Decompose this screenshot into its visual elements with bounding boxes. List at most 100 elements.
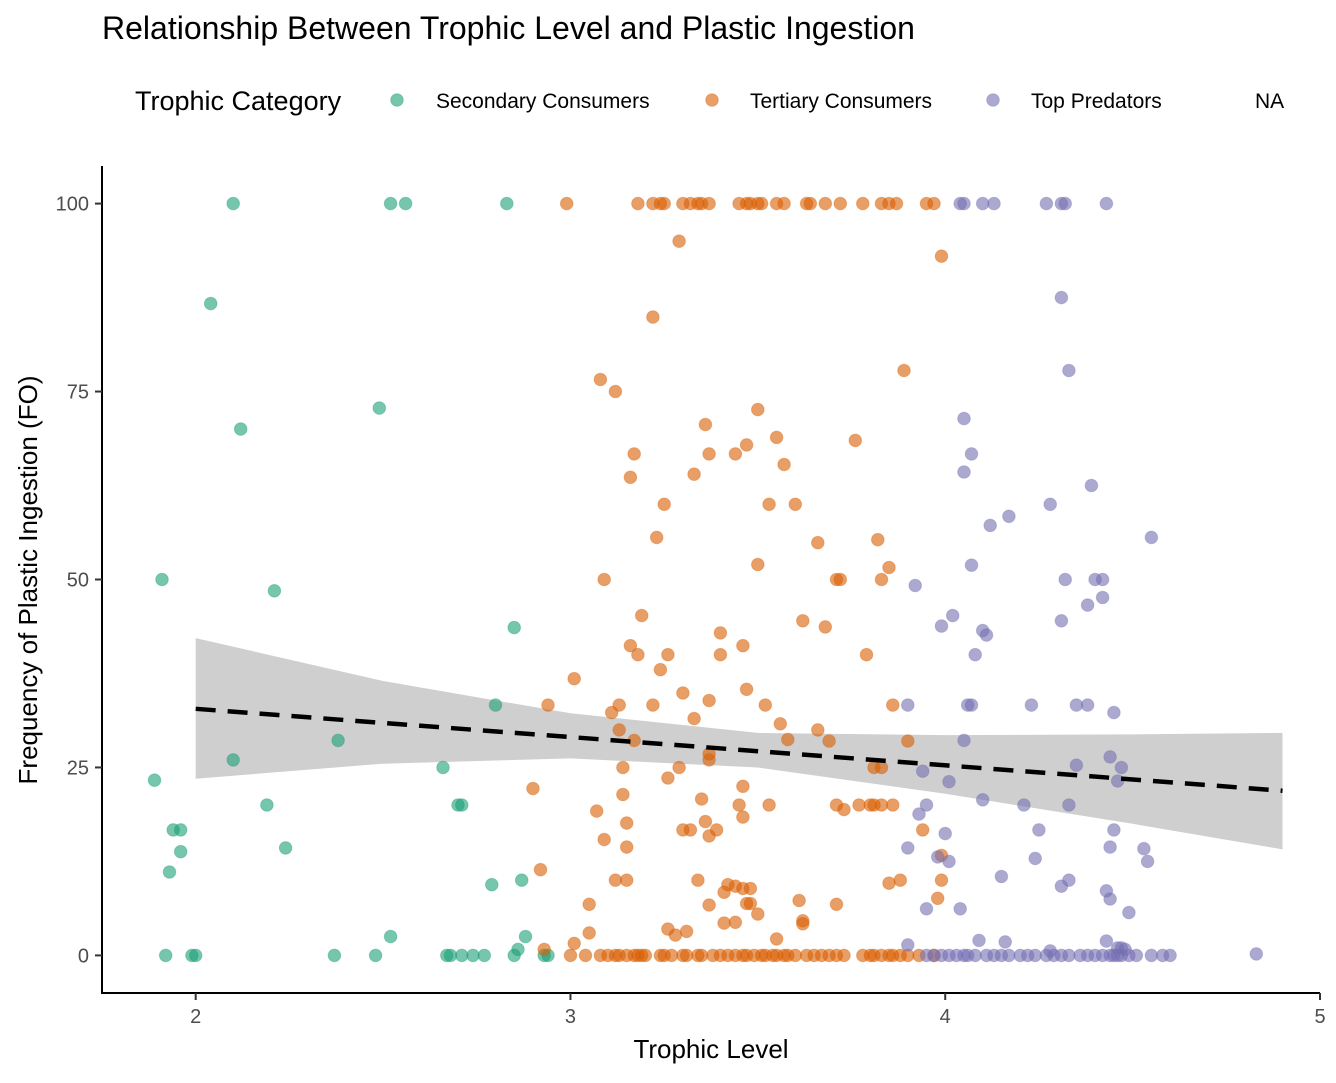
- data-point: [919, 798, 934, 812]
- data-point: [173, 844, 188, 859]
- data-point: [736, 779, 750, 794]
- data-point: [672, 760, 686, 775]
- data-point: [1099, 934, 1114, 948]
- data-point: [1039, 196, 1054, 211]
- data-point: [631, 647, 645, 662]
- data-point: [155, 572, 169, 587]
- data-point: [953, 902, 968, 916]
- data-point: [882, 560, 896, 575]
- data-point: [777, 196, 791, 211]
- data-point: [619, 816, 634, 830]
- data-point: [972, 933, 986, 948]
- data-point: [646, 310, 660, 324]
- data-point: [597, 832, 612, 847]
- data-point: [788, 497, 803, 512]
- data-point: [833, 572, 848, 587]
- data-point: [436, 760, 450, 775]
- data-point: [1054, 614, 1069, 628]
- data-point: [563, 948, 578, 963]
- data-point: [957, 465, 971, 479]
- data-point: [994, 869, 1009, 884]
- data-point: [383, 929, 398, 944]
- data-point: [1114, 760, 1129, 775]
- series-top-predators: [901, 196, 1264, 963]
- data-point: [957, 411, 971, 426]
- data-point: [848, 433, 863, 448]
- data-point: [1129, 948, 1144, 963]
- data-point: [908, 578, 923, 593]
- data-point: [162, 865, 177, 879]
- data-point: [979, 628, 994, 642]
- data-point: [1080, 598, 1095, 612]
- data-point: [886, 798, 900, 812]
- data-point: [664, 948, 679, 963]
- data-point: [541, 698, 555, 712]
- data-point: [1024, 698, 1039, 712]
- data-point: [687, 711, 701, 726]
- data-point: [1058, 196, 1072, 211]
- data-point: [792, 893, 806, 908]
- data-point: [649, 530, 664, 545]
- data-point: [829, 897, 844, 912]
- data-point: [679, 948, 694, 963]
- data-point: [631, 196, 645, 211]
- x-tick-label: 4: [940, 1006, 951, 1028]
- x-tick-label: 3: [565, 1006, 576, 1028]
- trend-line: [195, 706, 1283, 794]
- data-point: [526, 781, 540, 796]
- x-tick-label: 5: [1314, 1006, 1325, 1028]
- data-point: [616, 787, 630, 802]
- data-point: [811, 723, 825, 737]
- data-point: [882, 876, 896, 891]
- data-point: [443, 948, 458, 963]
- data-point: [1103, 750, 1117, 764]
- data-point: [1043, 497, 1057, 512]
- data-point: [147, 773, 162, 788]
- y-tick-label: 100: [56, 194, 89, 216]
- data-point: [608, 873, 623, 888]
- data-point: [833, 196, 848, 211]
- data-point: [822, 734, 836, 748]
- data-point: [173, 823, 188, 837]
- data-point: [578, 948, 593, 963]
- data-point: [1137, 841, 1151, 856]
- data-point: [1054, 290, 1069, 305]
- data-point: [769, 932, 784, 946]
- data-point: [736, 638, 750, 653]
- data-point: [1144, 530, 1159, 545]
- data-point: [897, 363, 911, 378]
- data-point: [1095, 572, 1110, 587]
- data-point: [226, 753, 240, 767]
- data-point: [901, 938, 915, 952]
- data-point: [518, 929, 533, 944]
- data-point: [604, 705, 619, 720]
- data-point: [739, 438, 754, 452]
- data-point: [859, 647, 874, 662]
- data-point: [743, 881, 758, 896]
- data-point: [930, 850, 945, 864]
- data-point: [331, 733, 345, 748]
- data-point: [616, 760, 630, 775]
- data-point: [634, 608, 649, 623]
- data-point: [803, 196, 818, 211]
- series-secondary-consumers: [147, 196, 555, 963]
- data-point: [582, 897, 597, 912]
- data-point: [751, 907, 765, 921]
- data-point: [889, 196, 904, 211]
- data-point: [987, 196, 1001, 211]
- data-point: [694, 948, 709, 963]
- legend-item: Tertiary Consumers: [705, 90, 932, 113]
- data-point: [728, 915, 743, 930]
- data-point: [1062, 798, 1076, 812]
- data-point: [1002, 948, 1016, 963]
- data-point: [702, 196, 716, 211]
- y-tick-label: 75: [67, 382, 89, 404]
- data-point: [507, 948, 522, 963]
- data-point: [679, 924, 694, 939]
- data-point: [739, 682, 754, 697]
- data-point: [1054, 879, 1069, 894]
- data-point: [488, 698, 503, 712]
